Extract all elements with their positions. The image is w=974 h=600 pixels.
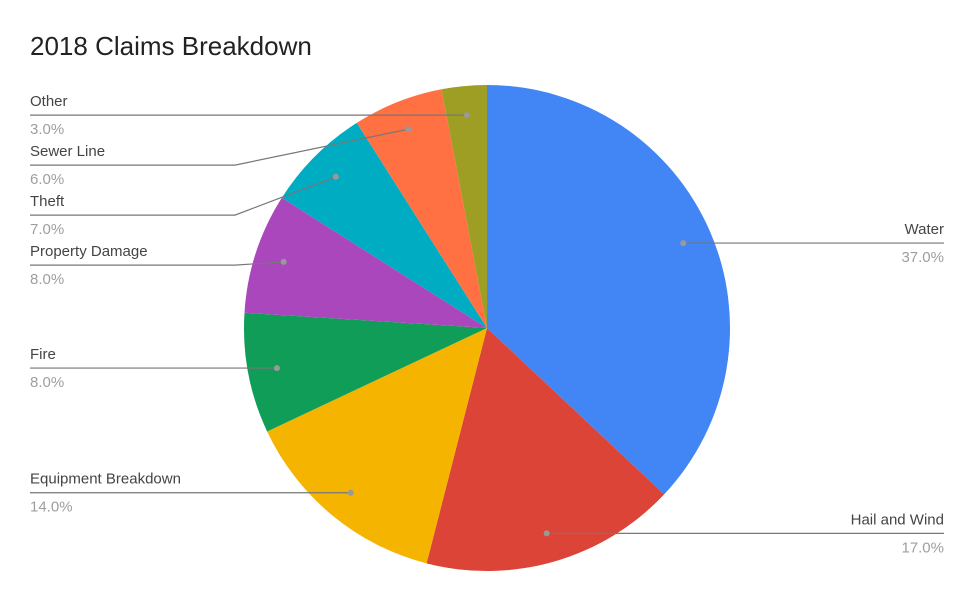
leader-dot [332, 173, 339, 180]
chart-title: 2018 Claims Breakdown [30, 31, 312, 61]
leader-dot [543, 530, 550, 537]
slice-label: Sewer Line [30, 143, 105, 160]
slice-label: Fire [30, 346, 56, 363]
pie-slice [267, 328, 487, 564]
pie-slice [487, 85, 731, 495]
slice-value-label: 7.0% [30, 221, 64, 238]
leader-dot [280, 258, 287, 265]
slice-label: Hail and Wind [851, 511, 944, 528]
slice-value-label: 3.0% [30, 121, 64, 138]
slice-value-label: 37.0% [901, 249, 944, 266]
slice-value-label: 8.0% [30, 374, 64, 391]
leader-dot [680, 240, 687, 247]
slice-value-label: 17.0% [901, 539, 944, 556]
leader-dot [347, 489, 354, 496]
slice-label: Property Damage [30, 243, 148, 260]
pie-slice [244, 312, 487, 432]
pie-slice [356, 89, 487, 328]
pie-slice [281, 122, 487, 329]
slice-value-label: 14.0% [30, 499, 73, 516]
slice-label: Equipment Breakdown [30, 471, 181, 488]
slice-label: Theft [30, 193, 65, 210]
slice-value-label: 6.0% [30, 171, 64, 188]
slice-label: Other [30, 93, 68, 110]
pie-slice [441, 85, 487, 328]
slice-value-label: 8.0% [30, 271, 64, 288]
leader-line [30, 261, 284, 266]
leader-dot [463, 112, 470, 119]
slice-label: Water [905, 221, 944, 238]
leader-line [30, 176, 337, 216]
leader-dot [273, 365, 280, 372]
leader-dot [405, 126, 412, 133]
leader-line [30, 128, 409, 166]
pie-slice [244, 197, 487, 328]
pie-slice [426, 328, 665, 571]
